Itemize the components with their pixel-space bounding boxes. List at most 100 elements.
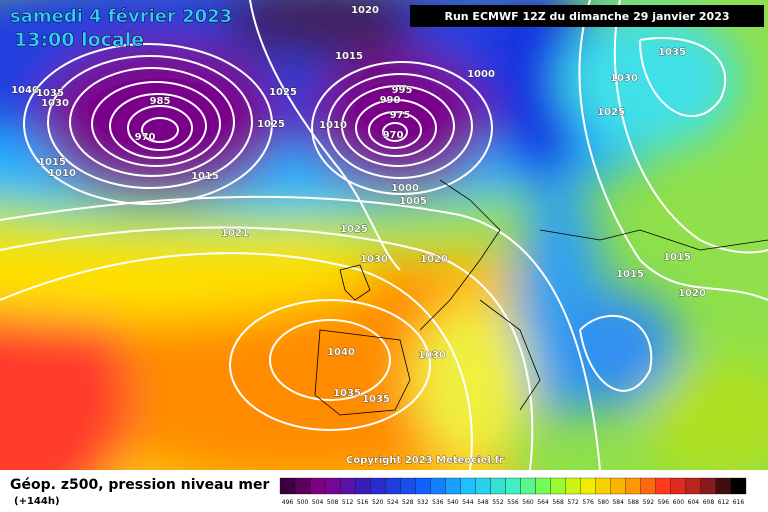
scale-label: 520 — [372, 499, 384, 506]
scale-label: 564 — [537, 499, 549, 506]
isobar-label: 1025 — [340, 224, 368, 235]
scale-swatch — [625, 477, 641, 495]
scale-label: 544 — [462, 499, 474, 506]
scale-swatch — [640, 477, 656, 495]
isobar-label: 1030 — [41, 98, 69, 109]
scale-label: 516 — [357, 499, 369, 506]
isobar-label: 1015 — [335, 51, 363, 62]
scale-swatch — [475, 477, 491, 495]
scale-swatch — [445, 477, 461, 495]
isobar-label: 1030 — [418, 350, 446, 361]
scale-swatch — [370, 477, 386, 495]
isobar-label: 1035 — [362, 394, 390, 405]
isobar-label: 1000 — [467, 69, 495, 80]
isobar-label: 985 — [150, 96, 171, 107]
run-info: Run ECMWF 12Z du dimanche 29 janvier 202… — [444, 10, 729, 23]
scale-label: 584 — [612, 499, 624, 506]
isobar-label: 970 — [383, 130, 404, 141]
scale-swatch — [670, 477, 687, 495]
isobar-label: 1010 — [48, 168, 76, 179]
scale-label: 592 — [643, 499, 655, 506]
scale-swatch — [279, 477, 296, 495]
scale-label: 536 — [432, 499, 444, 506]
scale-label: 580 — [597, 499, 609, 506]
scale-swatch — [715, 477, 732, 495]
scale-swatch — [610, 477, 626, 495]
isobar-label: 990 — [380, 95, 401, 106]
isobar-label: 1015 — [38, 157, 66, 168]
scale-label: 524 — [387, 499, 399, 506]
scale-swatch — [415, 477, 431, 495]
scale-label: 508 — [327, 499, 339, 506]
coastlines — [314, 179, 768, 416]
isobar-label: 1020 — [351, 5, 379, 16]
scale-swatch — [490, 477, 506, 495]
scale-swatch — [595, 477, 611, 495]
scale-swatch — [400, 477, 416, 495]
isobar-label: 1020 — [678, 288, 706, 299]
scale-label: 548 — [477, 499, 489, 506]
copyright: Copyright 2023 Meteociel.fr — [346, 455, 504, 466]
scale-label: 588 — [628, 499, 640, 506]
scale-label: 500 — [297, 499, 309, 506]
lead-time: (+144h) — [14, 496, 60, 507]
isobar-label: 1015 — [191, 171, 219, 182]
scale-label: 552 — [492, 499, 504, 506]
scale-label: 600 — [673, 499, 685, 506]
isobar-label: 1025 — [597, 107, 625, 118]
isobar-label: 995 — [392, 85, 413, 96]
scale-swatch — [294, 477, 311, 495]
scale-swatch — [324, 477, 341, 495]
scale-swatch — [430, 477, 446, 495]
scale-swatch — [580, 477, 596, 495]
isobar-label: 1015 — [616, 269, 644, 280]
scale-swatch — [339, 477, 356, 495]
scale-swatch — [505, 477, 521, 495]
isobar-label: 1030 — [610, 73, 638, 84]
isobar-label: 1015 — [663, 252, 691, 263]
scale-label: 504 — [312, 499, 324, 506]
isobar-label: 1005 — [399, 196, 427, 207]
scale-label: 512 — [342, 499, 354, 506]
scale-swatch — [355, 477, 371, 495]
isobar-label: 1020 — [420, 254, 448, 265]
scale-label: 568 — [552, 499, 564, 506]
isobar-label: 1040 — [327, 347, 355, 358]
forecast-time: 13:00 locale — [14, 29, 144, 51]
scale-swatch — [520, 477, 536, 495]
scale-label: 532 — [417, 499, 429, 506]
color-scale: 496 500 504 508 512 516 520 524 528 532 536 540 544 5… — [279, 477, 747, 506]
isobar-label: 1021 — [221, 228, 249, 239]
scale-label: 596 — [658, 499, 670, 506]
isobar-label: 1040 — [11, 85, 39, 96]
scale-swatch — [385, 477, 401, 495]
isobar-label: 1030 — [360, 254, 388, 265]
footer-title: Géop. z500, pression niveau mer — [10, 477, 269, 493]
isobar-label: 1025 — [269, 87, 297, 98]
scale-swatch — [550, 477, 566, 495]
scale-label: 560 — [522, 499, 534, 506]
scale-swatch — [700, 477, 717, 495]
isobar-label: 975 — [390, 110, 411, 121]
scale-swatch — [309, 477, 326, 495]
isobar-label: 1010 — [319, 120, 347, 131]
scale-label: 616 — [733, 499, 745, 506]
scale-label: 540 — [447, 499, 459, 506]
run-box — [410, 5, 764, 27]
scale-label: 556 — [507, 499, 519, 506]
scale-swatch — [685, 477, 702, 495]
scale-swatch — [535, 477, 551, 495]
isobars — [0, 0, 768, 470]
isobar-label: 1035 — [658, 47, 686, 58]
scale-label: 608 — [703, 499, 715, 506]
scale-label: 576 — [582, 499, 594, 506]
isobar-label: 1025 — [257, 119, 285, 130]
scale-swatch — [460, 477, 476, 495]
forecast-date: samedi 4 février 2023 — [10, 6, 232, 27]
scale-swatch — [655, 477, 671, 495]
scale-label: 612 — [718, 499, 730, 506]
scale-swatch — [730, 477, 747, 495]
